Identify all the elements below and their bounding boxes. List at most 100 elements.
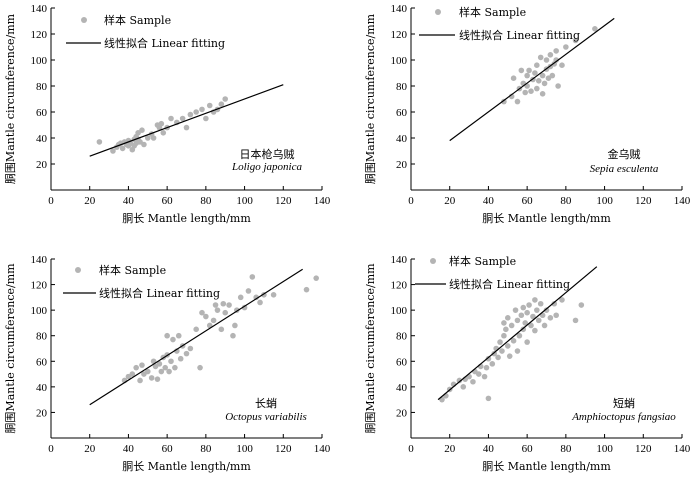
data-point	[526, 302, 532, 308]
data-point	[572, 317, 579, 324]
species-name-latin: Sepia esculenta	[590, 163, 659, 175]
y-axis-title: 胴围Mantle circumference/mm	[364, 263, 377, 434]
x-tick-label: 40	[123, 443, 135, 455]
data-point	[534, 85, 540, 92]
x-tick-label: 0	[408, 195, 414, 207]
x-tick-label: 20	[444, 195, 456, 207]
legend: 样本 Sample 线性拟合 Linear fitting	[66, 13, 225, 50]
data-point	[510, 75, 517, 81]
legend-sample-label: 样本 Sample	[449, 254, 516, 268]
data-point	[245, 288, 252, 294]
data-point	[110, 148, 116, 154]
data-point	[168, 358, 174, 365]
data-point	[212, 302, 219, 308]
x-tick-label: 60	[522, 443, 534, 455]
data-point	[139, 362, 145, 368]
legend: 样本 Sample 线性拟合 Linear fitting	[63, 263, 220, 300]
data-point	[504, 315, 511, 321]
data-point	[553, 48, 559, 54]
data-point	[537, 54, 544, 61]
data-point	[483, 364, 490, 371]
species-name-cn: 日本枪乌贼	[240, 147, 295, 161]
data-point	[547, 315, 554, 321]
data-point	[528, 322, 534, 329]
y-tick-label: 120	[391, 280, 408, 292]
y-tick-label: 20	[396, 407, 408, 419]
x-tick-label: 140	[314, 195, 331, 207]
data-point	[148, 375, 155, 381]
data-point	[535, 78, 542, 84]
data-point	[506, 353, 513, 359]
data-point	[514, 317, 521, 324]
x-tick-label: 0	[48, 195, 54, 207]
data-point	[547, 52, 554, 58]
species-name-cn: 长蛸	[255, 396, 277, 410]
data-point	[179, 115, 186, 122]
data-point	[133, 364, 139, 371]
data-point	[187, 345, 194, 352]
data-point	[460, 384, 467, 390]
legend-sample-marker	[430, 258, 436, 264]
x-axis-title: 胴长 Mantle length/mm	[482, 460, 611, 473]
y-tick-label: 140	[391, 3, 408, 15]
data-point	[495, 354, 501, 361]
fit-line	[89, 268, 303, 406]
data-point	[170, 336, 176, 343]
species-name-latin: Amphioctopus fangsiao	[571, 411, 676, 423]
data-point	[313, 275, 319, 281]
data-point	[481, 373, 488, 380]
data-point	[162, 364, 169, 371]
data-point	[197, 364, 203, 371]
data-point	[510, 338, 517, 344]
x-tick-label: 80	[200, 195, 212, 207]
data-point	[183, 350, 190, 357]
data-point	[532, 297, 538, 303]
data-point	[206, 102, 213, 109]
data-point	[522, 89, 529, 96]
data-point	[572, 37, 579, 44]
chart-panel-1: 0 20 40 60 80 100 120 140 20 40 60 80 100 120 140 胴长 Ma…	[4, 3, 331, 225]
y-tick-label: 60	[36, 107, 48, 119]
x-tick-label: 140	[674, 195, 691, 207]
chart-panel-3: 0 20 40 60 80 100 120 140 20 40 60 80 100 120 140 胴长 Ma…	[4, 254, 331, 473]
data-point	[516, 332, 523, 339]
data-point	[187, 111, 194, 118]
data-point	[485, 355, 492, 362]
data-point	[503, 326, 509, 333]
data-point	[220, 300, 227, 307]
data-point	[222, 96, 229, 102]
y-tick-label: 60	[36, 356, 48, 368]
data-point	[543, 307, 550, 313]
y-tick-label: 80	[36, 81, 48, 93]
data-point	[520, 326, 527, 333]
x-tick-label: 20	[84, 195, 96, 207]
data-point	[230, 332, 236, 339]
data-point	[537, 300, 544, 307]
data-point	[199, 106, 205, 113]
x-tick-label: 120	[275, 443, 292, 455]
legend-fit-label: 线性拟合 Linear fitting	[459, 28, 580, 42]
x-tick-label: 40	[123, 195, 135, 207]
x-tick-label: 140	[674, 443, 691, 455]
data-point	[518, 67, 525, 74]
data-point	[532, 70, 538, 76]
x-tick-label: 60	[522, 195, 534, 207]
data-point	[218, 101, 225, 107]
data-point	[514, 98, 521, 105]
legend-sample-label: 样本 Sample	[459, 5, 526, 19]
y-tick-label: 20	[36, 407, 48, 419]
data-point	[144, 368, 151, 375]
data-point	[526, 67, 532, 74]
data-point	[193, 109, 199, 115]
data-point	[203, 115, 209, 122]
y-tick-label: 100	[391, 305, 408, 317]
data-point	[501, 332, 507, 339]
data-point	[485, 395, 492, 402]
data-point	[520, 304, 527, 311]
legend-fit-label: 线性拟合 Linear fitting	[104, 36, 225, 50]
data-point	[232, 322, 238, 329]
legend-sample-marker	[75, 267, 81, 273]
data-point	[475, 371, 482, 377]
data-point	[489, 361, 496, 367]
